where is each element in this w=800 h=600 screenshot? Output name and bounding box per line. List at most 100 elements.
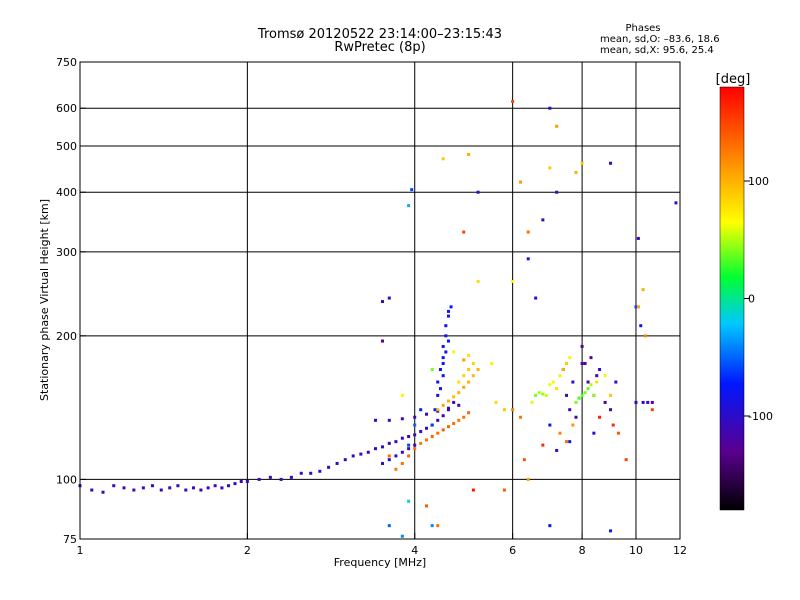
data-point — [90, 488, 94, 492]
colorbar-tick-label: 0 — [748, 293, 755, 306]
data-point — [641, 288, 645, 292]
data-point — [467, 367, 471, 371]
data-point — [452, 400, 456, 404]
x-tick-label: 10 — [629, 544, 643, 557]
data-point — [449, 305, 453, 309]
data-point — [595, 374, 599, 378]
data-point — [586, 380, 590, 384]
data-point — [462, 358, 466, 362]
data-point — [548, 423, 552, 427]
y-tick-label: 100 — [56, 473, 77, 486]
data-point — [476, 367, 480, 371]
data-point — [589, 383, 593, 387]
data-point — [544, 393, 548, 397]
data-point — [327, 465, 331, 469]
data-point — [609, 408, 613, 412]
data-point — [441, 403, 445, 407]
data-point — [574, 400, 578, 404]
data-point — [452, 350, 456, 354]
data-point — [571, 423, 575, 427]
data-point — [168, 486, 172, 490]
data-point — [441, 157, 445, 161]
data-point — [541, 218, 545, 222]
data-point — [413, 447, 417, 451]
data-point — [574, 415, 578, 419]
data-point — [419, 441, 423, 445]
y-tick-label: 300 — [56, 246, 77, 259]
data-point — [279, 477, 283, 481]
data-point — [519, 415, 523, 419]
data-point — [614, 380, 618, 384]
data-point — [436, 431, 440, 435]
data-point — [199, 488, 203, 492]
data-point — [394, 454, 398, 458]
data-point — [268, 475, 272, 479]
x-tick-label: 2 — [244, 544, 251, 557]
data-point — [574, 170, 578, 174]
data-point — [441, 356, 445, 360]
x-tick-label: 6 — [509, 544, 516, 557]
colorbar-label: [deg] — [716, 72, 751, 87]
data-point — [159, 488, 163, 492]
data-point — [674, 201, 678, 205]
data-point — [441, 428, 445, 432]
data-point — [646, 400, 650, 404]
y-tick-label: 750 — [56, 56, 77, 69]
data-point — [132, 488, 136, 492]
data-point — [413, 423, 417, 427]
data-point — [530, 400, 534, 404]
x-axis-label: Frequency [MHz] — [334, 556, 426, 569]
data-point — [430, 524, 434, 528]
data-point — [565, 361, 569, 365]
data-point — [537, 391, 541, 395]
data-point — [220, 486, 224, 490]
data-point — [206, 486, 210, 490]
x-tick-label: 8 — [579, 544, 586, 557]
data-point — [430, 435, 434, 439]
data-point — [598, 367, 602, 371]
data-point — [446, 314, 450, 318]
data-point — [502, 408, 506, 412]
data-point — [639, 324, 643, 328]
data-point — [467, 411, 471, 415]
data-point — [366, 450, 370, 454]
colorbar-tick-label: 100 — [748, 175, 769, 188]
data-point — [471, 374, 475, 378]
data-point — [551, 380, 555, 384]
data-point — [595, 380, 599, 384]
data-point — [580, 393, 584, 397]
data-point — [425, 504, 429, 508]
data-point — [184, 488, 188, 492]
data-point — [373, 418, 377, 422]
colorbar — [719, 86, 745, 511]
data-point — [394, 467, 398, 471]
data-point — [611, 423, 615, 427]
data-point — [452, 395, 456, 399]
x-tick-label: 12 — [673, 544, 687, 557]
data-point — [413, 433, 417, 437]
data-point — [616, 431, 620, 435]
data-point — [609, 393, 613, 397]
data-point — [400, 461, 404, 465]
phases-stats-x: mean, sd,X: 95.6, 25.4 — [600, 45, 714, 56]
data-point — [580, 361, 584, 365]
data-point — [650, 400, 654, 404]
y-axis-label: Stationary phase Virtual Height [km] — [38, 199, 51, 401]
data-point — [457, 380, 461, 384]
data-point — [233, 482, 237, 486]
data-point — [555, 448, 559, 452]
data-point — [541, 392, 545, 396]
data-point — [641, 400, 645, 404]
data-point — [534, 393, 538, 397]
data-point — [387, 454, 391, 458]
data-point — [400, 393, 404, 397]
data-point — [522, 458, 526, 462]
data-point — [430, 367, 434, 371]
data-point — [299, 471, 303, 475]
data-point — [289, 475, 293, 479]
data-point — [441, 361, 445, 365]
data-point — [462, 415, 466, 419]
data-point — [462, 385, 466, 389]
data-point — [343, 458, 347, 462]
